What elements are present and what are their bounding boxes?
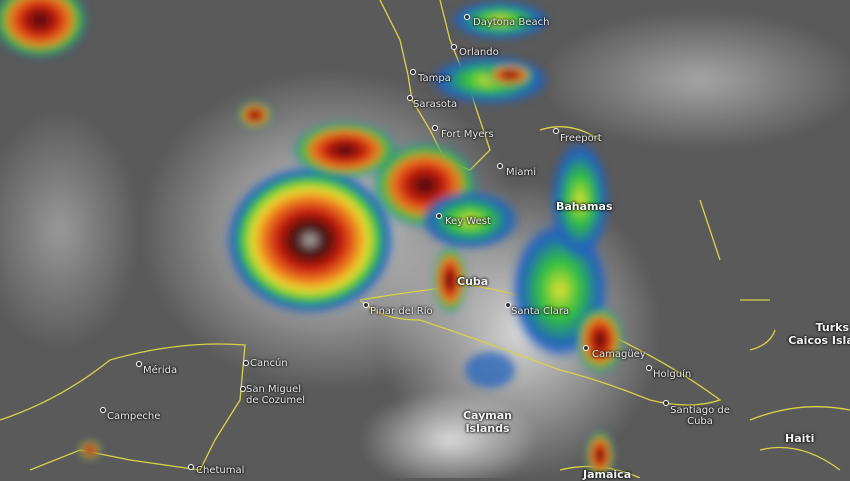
city-marker [407,95,413,101]
city-marker [464,14,470,20]
city-label-orlando: Orlando [459,47,499,58]
region-label-haiti: Haiti [785,432,815,445]
city-label-holguin: Holguín [653,369,692,380]
city-label-fort-myers: Fort Myers [441,129,494,140]
city-marker [583,345,589,351]
city-marker [136,361,142,367]
city-label-freeport: Freeport [560,133,602,144]
region-label-cayman-islands: Cayman Islands [462,409,513,435]
city-label-campeche: Campeche [107,411,161,422]
city-label-san-miguel-de-cozumel: San Miguel de Cozumel [246,384,306,406]
city-label-sarasota: Sarasota [413,99,458,110]
city-label-camaguey: Camagüey [592,349,646,360]
city-marker [451,44,457,50]
storm-systems [0,0,625,478]
city-marker [663,400,669,406]
city-marker [432,125,438,131]
city-marker [646,365,652,371]
region-label-cuba: Cuba [457,275,489,288]
city-label-daytona-beach: Daytona Beach [473,17,550,28]
region-label-bahamas: Bahamas [556,200,613,213]
city-marker [410,69,416,75]
city-label-miami: Miami [506,167,537,178]
city-label-chetumal: Chetumal [196,465,245,476]
city-label-santiago-de-cuba: Santiago de Cuba [670,405,730,427]
city-marker [188,464,194,470]
region-label-jamaica: Jamaica [583,468,632,481]
city-label-key-west: Key West [445,216,491,227]
city-label-pinar-del-rio: Pinar del Río [370,306,433,317]
city-marker [553,128,559,134]
city-marker [436,213,442,219]
city-label-tampa: Tampa [418,73,451,84]
city-label-merida: Mérida [143,365,178,376]
city-marker [363,302,369,308]
city-marker [100,407,106,413]
city-label-santa-clara: Santa Clara [511,306,570,317]
region-label-turks-and-caicos: Turks and Caicos Islands [788,321,850,347]
city-marker [240,386,246,392]
city-marker [497,163,503,169]
city-marker [243,360,249,366]
city-label-cancun: Cancún [250,358,288,369]
city-marker [505,302,511,308]
